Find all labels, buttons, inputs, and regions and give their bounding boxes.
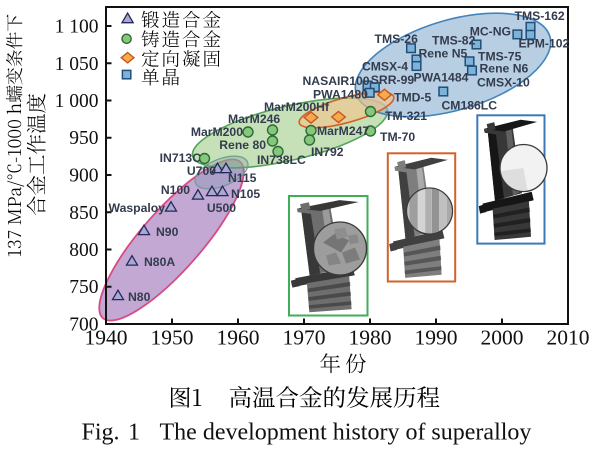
svg-text:TMD-5: TMD-5 <box>394 91 431 105</box>
svg-text:1950: 1950 <box>151 326 194 350</box>
svg-text:800: 800 <box>69 240 98 261</box>
svg-text:SRR-99: SRR-99 <box>371 73 415 87</box>
svg-text:750: 750 <box>69 277 98 298</box>
svg-text:1980: 1980 <box>349 326 392 350</box>
svg-text:IN792: IN792 <box>311 145 344 159</box>
svg-text:PWA1484: PWA1484 <box>414 71 469 85</box>
svg-text:1970: 1970 <box>283 326 326 350</box>
svg-text:900: 900 <box>69 166 98 187</box>
svg-text:MarM247: MarM247 <box>317 124 369 138</box>
svg-text:MC-NG: MC-NG <box>470 24 511 38</box>
svg-text:Rene N5: Rene N5 <box>419 46 468 60</box>
svg-text:N90: N90 <box>156 225 179 239</box>
svg-text:1 100: 1 100 <box>55 17 99 38</box>
svg-text:850: 850 <box>69 203 98 224</box>
svg-text:2000: 2000 <box>481 326 524 350</box>
svg-text:CMSX-10: CMSX-10 <box>477 75 530 89</box>
svg-text:1 050: 1 050 <box>55 54 99 75</box>
svg-text:Rene 80: Rene 80 <box>219 138 266 152</box>
svg-text:TM-70: TM-70 <box>380 130 415 144</box>
svg-text:MarM246: MarM246 <box>228 112 280 126</box>
svg-text:TMS-75: TMS-75 <box>478 49 522 63</box>
svg-text:TMS-82: TMS-82 <box>432 33 476 47</box>
svg-text:CM186LC: CM186LC <box>442 99 498 113</box>
svg-text:MarM200: MarM200 <box>191 125 243 139</box>
svg-text:N80A: N80A <box>144 255 175 269</box>
svg-text:U500: U500 <box>207 201 236 215</box>
svg-text:Rene N6: Rene N6 <box>480 61 529 75</box>
svg-text:U700: U700 <box>187 164 216 178</box>
svg-text:TM-321: TM-321 <box>385 109 427 123</box>
svg-text:700: 700 <box>69 315 98 336</box>
svg-text:N80: N80 <box>128 290 151 304</box>
svg-text:N105: N105 <box>231 187 260 201</box>
svg-text:PWA1480: PWA1480 <box>313 88 368 102</box>
svg-text:N115: N115 <box>228 171 257 185</box>
svg-text:CMSX-4: CMSX-4 <box>362 59 408 73</box>
svg-text:EPM-102: EPM-102 <box>519 36 570 50</box>
svg-text:1990: 1990 <box>415 326 458 350</box>
svg-text:TMS-162: TMS-162 <box>515 9 565 23</box>
svg-text:Waspaloy: Waspaloy <box>109 201 166 215</box>
svg-text:2010: 2010 <box>547 326 590 350</box>
svg-text:1960: 1960 <box>217 326 260 350</box>
svg-text:950: 950 <box>69 128 98 149</box>
svg-text:1 000: 1 000 <box>55 91 99 112</box>
svg-text:MarM200Hf: MarM200Hf <box>264 100 330 114</box>
svg-text:TMS-26: TMS-26 <box>375 32 419 46</box>
svg-text:1940: 1940 <box>85 326 128 350</box>
svg-text:IN738LC: IN738LC <box>257 153 306 167</box>
svg-text:NASAIR100: NASAIR100 <box>303 74 370 88</box>
svg-text:IN713C: IN713C <box>160 151 202 165</box>
svg-text:N100: N100 <box>161 183 190 197</box>
